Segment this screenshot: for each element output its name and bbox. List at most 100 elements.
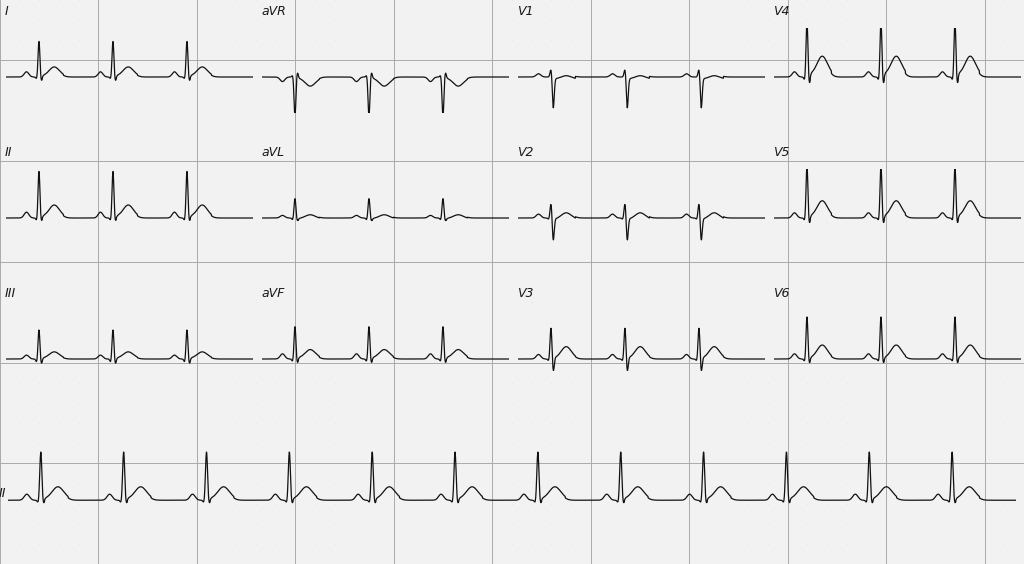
Point — [51, 136, 68, 146]
Point — [11, 136, 28, 146]
Point — [366, 237, 382, 246]
Point — [583, 499, 599, 508]
Point — [209, 237, 225, 246]
Point — [51, 16, 68, 25]
Point — [188, 439, 205, 448]
Point — [563, 559, 580, 564]
Point — [51, 459, 68, 468]
Point — [642, 277, 658, 287]
Point — [71, 257, 87, 266]
Point — [110, 298, 126, 307]
Point — [681, 96, 697, 105]
Point — [110, 157, 126, 166]
Point — [0, 197, 8, 206]
Point — [799, 277, 815, 287]
Point — [444, 479, 461, 488]
Point — [444, 116, 461, 125]
Point — [169, 439, 185, 448]
Point — [248, 56, 264, 65]
Point — [150, 519, 166, 528]
Point — [956, 439, 973, 448]
Point — [543, 418, 559, 428]
Point — [267, 197, 284, 206]
Point — [287, 479, 303, 488]
Point — [799, 237, 815, 246]
Point — [937, 398, 953, 407]
Point — [130, 76, 146, 85]
Point — [110, 237, 126, 246]
Point — [1016, 16, 1024, 25]
Point — [406, 56, 422, 65]
Point — [188, 136, 205, 146]
Point — [1016, 398, 1024, 407]
Point — [740, 116, 757, 125]
Point — [760, 398, 776, 407]
Point — [267, 459, 284, 468]
Point — [150, 378, 166, 387]
Point — [346, 559, 362, 564]
Point — [700, 479, 717, 488]
Point — [150, 418, 166, 428]
Point — [858, 439, 874, 448]
Point — [523, 439, 540, 448]
Point — [406, 217, 422, 226]
Point — [228, 358, 245, 367]
Point — [799, 157, 815, 166]
Point — [110, 116, 126, 125]
Point — [484, 177, 501, 186]
Point — [779, 418, 796, 428]
Point — [1016, 298, 1024, 307]
Point — [150, 116, 166, 125]
Point — [150, 257, 166, 266]
Point — [386, 0, 402, 5]
Point — [90, 36, 106, 45]
Point — [465, 56, 481, 65]
Point — [622, 157, 638, 166]
Point — [31, 136, 47, 146]
Point — [898, 157, 914, 166]
Point — [169, 177, 185, 186]
Point — [346, 277, 362, 287]
Point — [51, 539, 68, 548]
Point — [878, 0, 894, 5]
Point — [839, 157, 855, 166]
Point — [918, 36, 934, 45]
Point — [602, 358, 618, 367]
Point — [31, 257, 47, 266]
Text: V5: V5 — [773, 146, 790, 159]
Point — [465, 257, 481, 266]
Point — [642, 16, 658, 25]
Point — [819, 16, 836, 25]
Point — [858, 56, 874, 65]
Point — [228, 237, 245, 246]
Point — [898, 96, 914, 105]
Point — [386, 237, 402, 246]
Point — [31, 338, 47, 347]
Point — [307, 459, 324, 468]
Point — [110, 16, 126, 25]
Point — [858, 96, 874, 105]
Point — [779, 277, 796, 287]
Point — [346, 217, 362, 226]
Point — [130, 499, 146, 508]
Point — [602, 157, 618, 166]
Point — [366, 0, 382, 5]
Point — [996, 136, 1013, 146]
Point — [51, 237, 68, 246]
Point — [110, 277, 126, 287]
Point — [307, 0, 324, 5]
Point — [0, 16, 8, 25]
Point — [31, 519, 47, 528]
Point — [898, 418, 914, 428]
Point — [602, 499, 618, 508]
Point — [642, 418, 658, 428]
Point — [523, 36, 540, 45]
Point — [996, 16, 1013, 25]
Point — [839, 338, 855, 347]
Point — [700, 539, 717, 548]
Point — [1016, 116, 1024, 125]
Point — [563, 157, 580, 166]
Point — [327, 277, 343, 287]
Point — [31, 418, 47, 428]
Point — [996, 378, 1013, 387]
